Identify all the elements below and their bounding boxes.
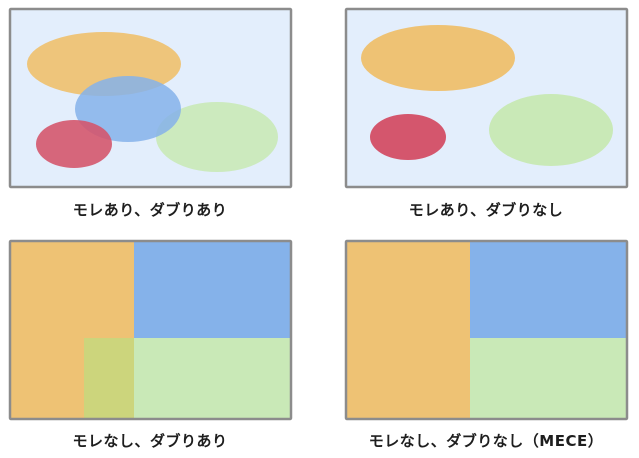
caption-gaps-and-overlaps: モレあり、ダブりあり: [72, 201, 228, 219]
red-ellipse: [370, 114, 446, 160]
red-ellipse: [36, 120, 112, 168]
caption-gaps-no-overlaps: モレあり、ダブりなし: [408, 201, 564, 219]
blue-block: [134, 241, 291, 338]
caption-no-gaps-overlaps: モレなし、ダブりあり: [72, 432, 228, 450]
frame: [8, 239, 293, 421]
panel-gaps-and-overlaps: [8, 7, 293, 189]
panel-gaps-no-overlaps: [344, 7, 629, 189]
green-ellipse: [489, 94, 613, 166]
orange-ellipse: [361, 25, 515, 91]
frame: [344, 239, 629, 421]
green-ellipse: [156, 102, 278, 172]
panel-no-gaps-overlaps: [8, 239, 293, 421]
blue-ellipse: [75, 76, 181, 142]
blue-block: [470, 241, 627, 338]
overlap-block: [84, 338, 134, 419]
panel-mece: [344, 239, 629, 421]
orange-block: [346, 241, 470, 419]
green-block: [470, 338, 627, 419]
caption-mece: モレなし、ダブりなし（MECE）: [368, 432, 604, 450]
